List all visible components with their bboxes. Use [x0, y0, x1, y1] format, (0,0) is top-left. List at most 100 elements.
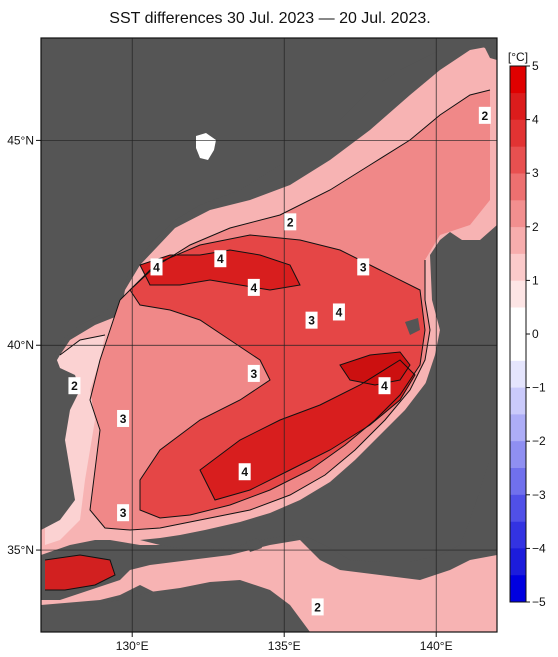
colorbar-tick-label: −1 [532, 381, 546, 395]
graticule [41, 38, 497, 632]
sst-anomaly-field [41, 38, 497, 632]
contour-label: 4 [378, 377, 391, 395]
contour-label: 2 [478, 106, 491, 124]
colorbar-swatch-warm [510, 66, 526, 94]
colorbar-tick-label: −2 [532, 434, 546, 448]
colorbar-swatch-warm [510, 280, 526, 308]
land-japan-hokkaido [470, 38, 497, 60]
contour-label-box [305, 311, 318, 329]
lat-tick-label: 45°N [7, 133, 34, 147]
contour-label-text: 3 [360, 260, 367, 274]
contour-label-text: 3 [308, 314, 315, 328]
contour-label-box [238, 463, 251, 481]
colorbar-swatch-cool [510, 575, 526, 603]
colorbar-tick-label: −4 [532, 541, 546, 555]
colorbar-tick-label: 5 [532, 59, 539, 73]
contour-label: 4 [150, 258, 163, 276]
contour-label: 3 [357, 258, 370, 276]
colorbar-unit: [°C] [508, 50, 528, 64]
colorbar-tick-label: 1 [532, 273, 539, 287]
contour-label: 2 [311, 598, 324, 616]
colorbar-swatch-warm [510, 200, 526, 228]
colorbar-tick-label: 3 [532, 166, 539, 180]
land-japan-honshu [140, 225, 497, 562]
land-island [246, 538, 262, 552]
contour-label-box [247, 364, 260, 382]
colorbar-swatch-cool [510, 441, 526, 469]
colorbar-swatch-cool [510, 360, 526, 388]
anomaly-level-3 [130, 235, 425, 518]
colorbar-swatch-cool [510, 468, 526, 496]
anomaly-level-4-patch [200, 360, 415, 500]
contour-label-box [332, 303, 345, 321]
contour-label: 3 [117, 504, 130, 522]
colorbar-swatch-warm [510, 307, 526, 335]
colorbar-swatch-warm [510, 226, 526, 254]
contour-label-box [378, 377, 391, 395]
colorbar-swatch-cool [510, 494, 526, 522]
land-japan-southwest [41, 580, 310, 632]
contour-label-text: 3 [250, 367, 257, 381]
colorbar-swatch-warm [510, 119, 526, 147]
contour-label-text: 4 [217, 252, 224, 266]
colorbar-tick-label: 0 [532, 327, 539, 341]
anomaly-level-4-patch [340, 352, 410, 385]
lat-tick-label: 40°N [7, 338, 34, 352]
contour-label-text: 2 [71, 379, 78, 393]
contour-label-box [214, 250, 227, 268]
colorbar-swatch-warm [510, 253, 526, 281]
colorbar-swatch-cool [510, 334, 526, 362]
contour-label-text: 2 [287, 215, 294, 229]
land-korea-mainland [41, 38, 440, 530]
anomaly-level-4-patch [45, 555, 115, 590]
map-title: SST differences 30 Jul. 2023 — 20 Jul. 2… [109, 10, 431, 27]
colorbar-swatch-cool [510, 548, 526, 576]
lon-tick-label: 135°E [268, 639, 301, 653]
land-island [405, 318, 420, 335]
contour-label-text: 4 [250, 281, 257, 295]
contour-lines [44, 89, 491, 591]
contour-label-text: 4 [381, 379, 388, 393]
lake [196, 133, 216, 160]
contour-label-text: 3 [120, 412, 127, 426]
contour-label-box [284, 213, 297, 231]
contour-label: 2 [68, 377, 81, 395]
axis-ticks: 130°E 135°E 140°E 45°N 40°N 35°N [7, 133, 452, 653]
contour-label-box [117, 504, 130, 522]
lon-tick-label: 140°E [420, 639, 453, 653]
contour-label-box [117, 409, 130, 427]
colorbar-swatch-warm [510, 173, 526, 201]
contour-label-text: 4 [241, 465, 248, 479]
colorbar-tick-label: 4 [532, 113, 539, 127]
lat-tick-label: 35°N [7, 543, 34, 557]
colorbar-swatch-cool [510, 521, 526, 549]
colorbar-tick-label: −3 [532, 488, 546, 502]
contour-label: 4 [247, 278, 260, 296]
contour-label-text: 2 [481, 109, 488, 123]
contour-label: 4 [214, 250, 227, 268]
colorbar-swatch-cool [510, 414, 526, 442]
contour-label-box [247, 278, 260, 296]
contour-label-box [311, 598, 324, 616]
contour-label-box [68, 377, 81, 395]
colorbar-swatch-warm [510, 146, 526, 174]
contour-label-text: 4 [153, 260, 160, 274]
contour-label-layer: 2 2 4 4 3 4 3 4 3 4 2 3 4 3 2 [68, 106, 491, 616]
contour-label-box [150, 258, 163, 276]
contour-label: 3 [305, 311, 318, 329]
map-frame [40, 37, 498, 633]
contour-label-text: 2 [314, 600, 321, 614]
contour-label: 4 [332, 303, 345, 321]
contour-label: 2 [284, 213, 297, 231]
contour-label: 4 [238, 463, 251, 481]
anomaly-level-4-patch [140, 250, 300, 290]
colorbar-tick-label: −5 [532, 595, 546, 609]
contour-label-box [478, 106, 491, 124]
contour-label: 3 [247, 364, 260, 382]
contour-label: 3 [117, 409, 130, 427]
colorbar-swatch-warm [510, 92, 526, 120]
colorbar: [°C] 5 4 3 2 1 0 −1 −2 −3 −4 −5 [508, 50, 546, 609]
contour-label-text: 4 [336, 305, 343, 319]
colorbar-tick-label: 2 [532, 220, 539, 234]
